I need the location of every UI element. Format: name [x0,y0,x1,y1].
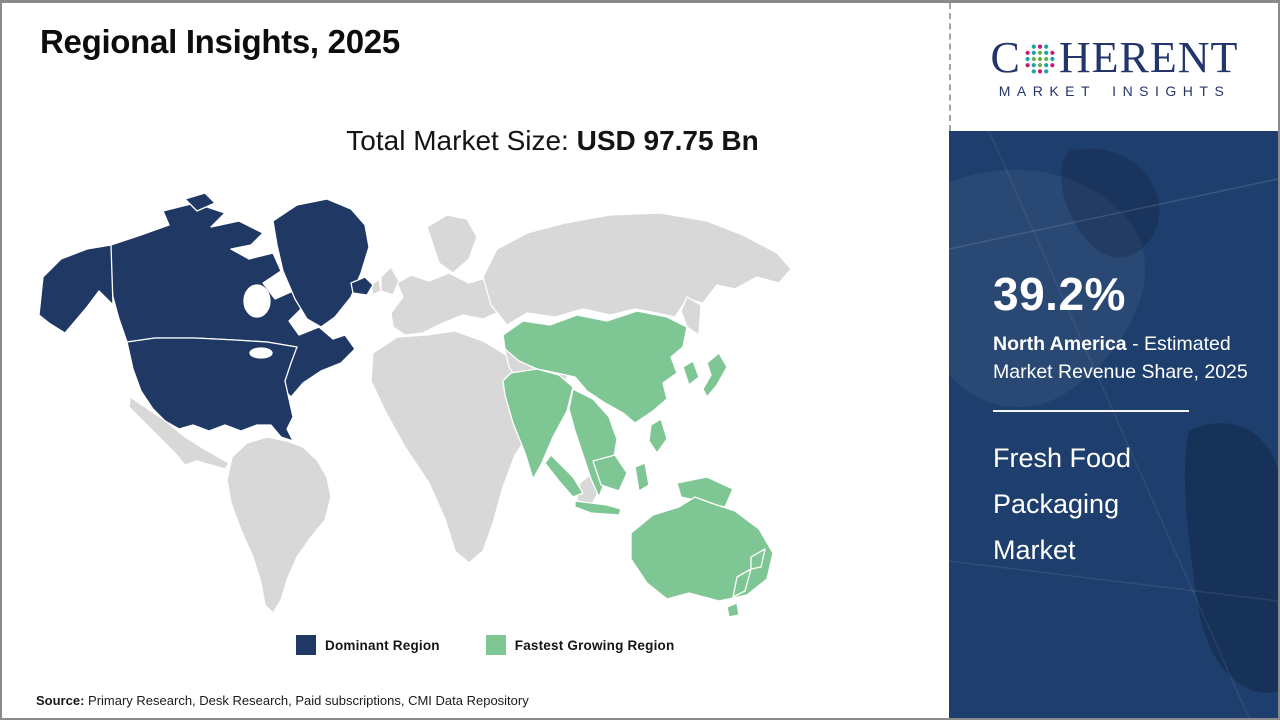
market-share-region: North America [993,332,1127,355]
globe-dots-logo-icon [1025,44,1055,73]
map-region-tasmania [726,602,740,618]
legend-item-fastest-growing: Fastest Growing Region [485,635,675,655]
map-region-borneo [592,454,628,492]
map-region-russia [482,212,792,326]
legend-item-dominant: Dominant Region [296,635,440,655]
map-legend: Dominant Region Fastest Growing Region [296,635,674,655]
map-great-lakes [249,347,273,359]
brand-wordmark-start: C [990,32,1021,82]
map-region-scandinavia [426,214,478,274]
market-share-description: North America - Estimated Market Revenue… [993,330,1251,387]
brand-wordmark: C HERENT [990,32,1239,82]
market-name: Fresh Food Packaging Market [993,443,1132,565]
map-region-philippines [648,418,668,454]
map-region-asia-core [502,310,688,424]
total-market-size-label: Total Market Size: [346,125,577,156]
map-region-alaska [38,244,114,334]
map-region-new-zealand-north [750,548,766,570]
map-region-south-america [226,436,332,614]
map-region-usa [126,337,298,442]
source-note: Source: Primary Research, Desk Research,… [36,693,529,708]
map-region-korea [682,360,700,386]
fastest-growing-region-swatch [485,635,506,655]
main-content: Regional Insights, 2025 Total Market Siz… [2,3,953,718]
brand-logo-panel: C HERENT MARKET INSIGHTS [949,3,1278,131]
source-text: Primary Research, Desk Research, Paid su… [84,693,529,708]
sidebar-content: 39.2% North America - Estimated Market R… [949,131,1278,574]
total-market-size: Total Market Size: USD 97.75 Bn [2,125,953,157]
map-region-australia [630,496,774,602]
dominant-region-swatch [296,635,316,655]
fastest-growing-region-label: Fastest Growing Region [514,637,675,653]
map-region-ireland [370,278,382,296]
sidebar-map-texture [949,131,1278,718]
map-region-new-zealand-south [732,568,752,598]
map-region-greenland [272,198,370,328]
brand-tagline: MARKET INSIGHTS [998,82,1231,99]
map-region-sumatra [544,454,584,498]
brand-wordmark-end: HERENT [1058,32,1239,82]
map-hudson-bay [243,284,271,318]
dominant-region-label: Dominant Region [325,637,440,653]
page-title: Regional Insights, 2025 [40,23,400,60]
divider-line [993,410,1189,413]
total-market-size-value: USD 97.75 Bn [576,125,759,156]
map-region-uk [380,266,400,296]
map-region-iceland [350,276,374,296]
map-region-mexico-central-america [128,396,230,470]
highlight-sidebar: 39.2% North America - Estimated Market R… [949,131,1278,718]
map-region-arctic-island [184,192,216,212]
map-region-kamchatka [680,296,702,336]
market-share-desc-text: - Estimated Market Revenue Share, 2025 [993,332,1248,383]
map-region-sulawesi [634,462,650,492]
market-share-value: 39.2% [993,268,1126,320]
world-map [38,192,792,618]
source-label: Source: [36,693,85,708]
map-region-java [574,500,622,516]
map-region-japan [702,352,728,398]
map-region-india [502,368,574,480]
